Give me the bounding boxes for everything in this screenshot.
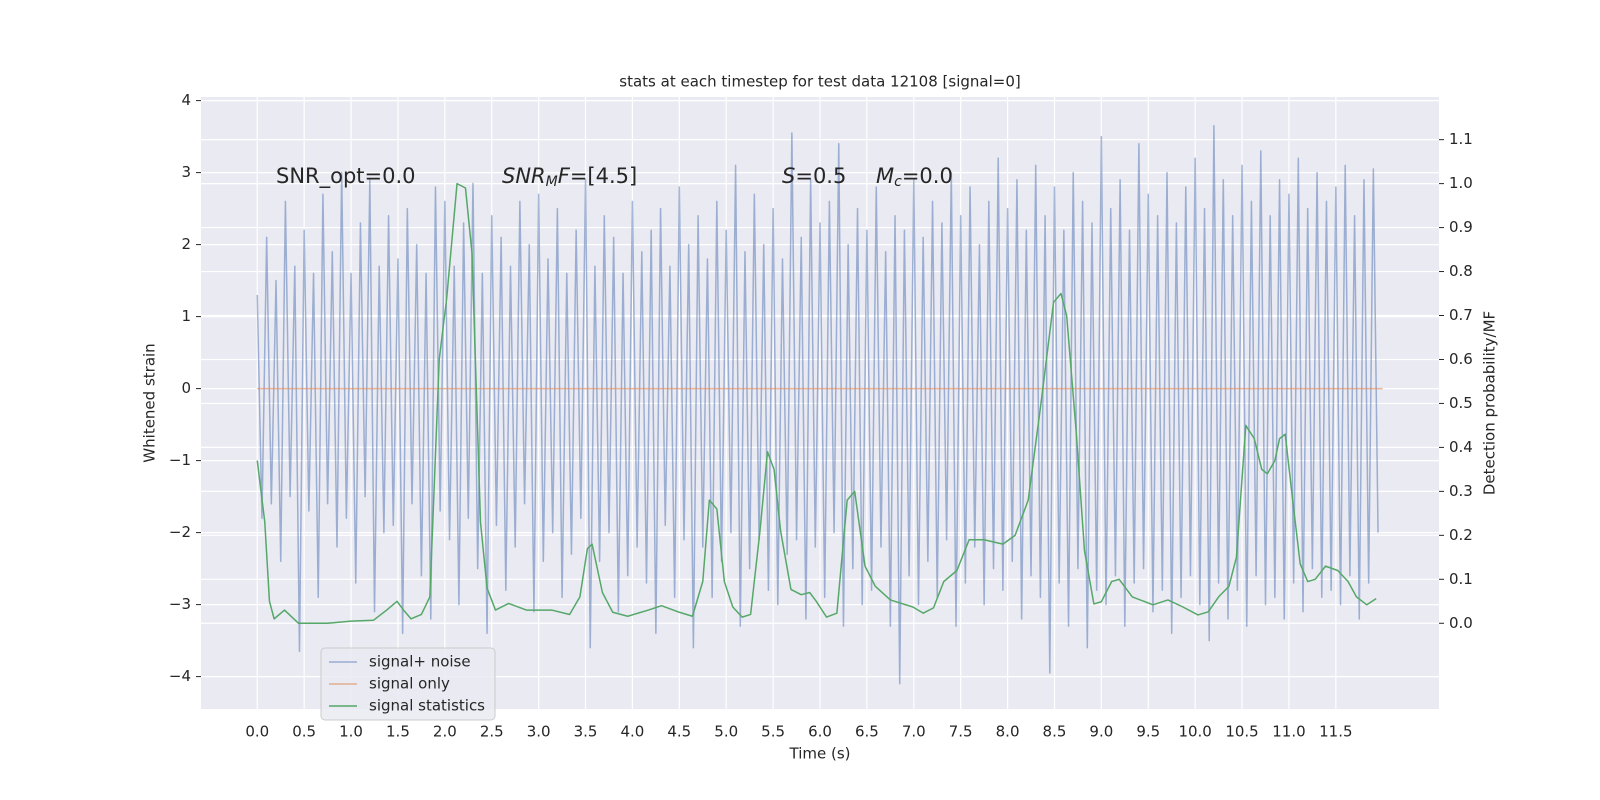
y-tick-label: 2: [181, 235, 191, 253]
x-tick-label: 2.5: [480, 723, 504, 741]
annotation-part: M: [546, 174, 558, 190]
legend-label: signal statistics: [369, 697, 485, 715]
x-tick-label: 9.5: [1136, 723, 1160, 741]
y-tick-label: 0: [181, 379, 191, 397]
x-tick-label: 3.5: [574, 723, 598, 741]
x-tick-label: 10.0: [1178, 723, 1211, 741]
x-tick-label: 7.0: [902, 723, 926, 741]
y-tick-label: −4: [169, 667, 191, 685]
x-tick-label: 0.5: [292, 723, 316, 741]
y2-tick-label: 0.4: [1449, 438, 1473, 456]
x-tick-label: 11.5: [1319, 723, 1352, 741]
y-axis-label: Whitened strain: [141, 343, 159, 462]
x-tick-label: 9.0: [1089, 723, 1113, 741]
series-line: [256, 182, 1377, 625]
x-tick-label: 11.0: [1272, 723, 1305, 741]
x-tick-label: 8.5: [1043, 723, 1067, 741]
legend-label: signal+ noise: [369, 653, 471, 671]
x-tick-label: 3.0: [527, 723, 551, 741]
x-tick-label: 1.0: [339, 723, 363, 741]
x-tick-label: 6.0: [808, 723, 832, 741]
y-tick-label: 3: [181, 163, 191, 181]
y2-tick-label: 0.9: [1449, 218, 1473, 236]
y2-tick-label: 0.3: [1449, 482, 1473, 500]
x-tick-label: 2.0: [433, 723, 457, 741]
x-tick-label: 7.5: [949, 723, 973, 741]
x-tick-label: 1.5: [386, 723, 410, 741]
annotation: Mc=0.0: [876, 164, 953, 190]
y2-tick-label: 0.0: [1449, 614, 1473, 632]
y2-tick-label: 0.8: [1449, 262, 1473, 280]
annotation: SNRMF=[4.5]: [502, 164, 637, 190]
y-tick-label: −1: [169, 451, 191, 469]
y2-tick-label: 0.1: [1449, 570, 1473, 588]
y2-tick-label: 0.7: [1449, 306, 1473, 324]
x-tick-label: 0.0: [245, 723, 269, 741]
legend-label: signal only: [369, 675, 450, 693]
legend-box: [320, 647, 496, 721]
annotation: SNR_opt=0.0: [276, 164, 416, 189]
x-tick-label: 6.5: [855, 723, 879, 741]
annotation-part: SNR: [502, 164, 546, 188]
annotation-part: =0.0: [902, 164, 953, 188]
y-tick-label: −2: [169, 523, 191, 541]
annotation-part: c: [894, 174, 902, 190]
series-line: [256, 125, 1379, 685]
annotation-part: =0.5: [795, 164, 846, 188]
y2-tick-label: 1.1: [1449, 130, 1473, 148]
y2-tick-label: 1.0: [1449, 174, 1473, 192]
y2-tick-label: 0.2: [1449, 526, 1473, 544]
annotation-part: F: [558, 164, 571, 188]
annotation-part: S: [782, 164, 795, 188]
y-tick-label: 1: [181, 307, 191, 325]
x-tick-label: 5.5: [761, 723, 785, 741]
annotation-part: M: [876, 164, 894, 188]
x-tick-label: 5.0: [714, 723, 738, 741]
annotation-part: =[4.5]: [570, 164, 637, 188]
y-tick-label: 4: [181, 91, 191, 109]
x-tick-label: 8.0: [996, 723, 1020, 741]
x-tick-label: 4.0: [620, 723, 644, 741]
x-tick-label: 4.5: [667, 723, 691, 741]
y2-axis-label: Detection probability/MF: [1481, 311, 1499, 495]
annotation: S=0.5: [782, 164, 846, 188]
y2-tick-label: 0.6: [1449, 350, 1473, 368]
y-tick-label: −3: [169, 595, 191, 613]
chart-title: stats at each timestep for test data 121…: [619, 73, 1020, 91]
x-tick-label: 10.5: [1225, 723, 1258, 741]
y2-tick-label: 0.5: [1449, 394, 1473, 412]
annotation-part: SNR_opt=0.0: [276, 164, 416, 189]
x-axis-label: Time (s): [789, 745, 851, 763]
